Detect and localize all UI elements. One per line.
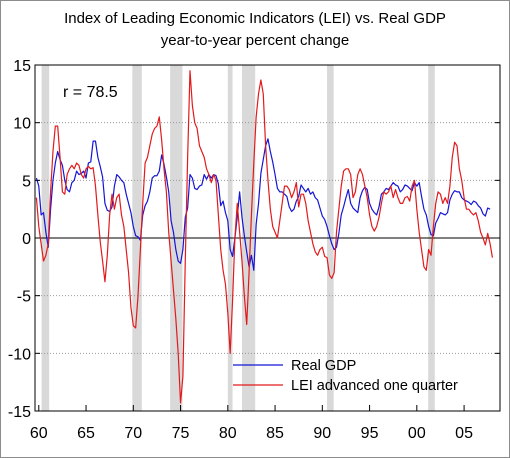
y-tick-label: 0 [22,231,31,248]
y-tick-label: 5 [22,173,31,190]
chart-subtitle: year-to-year percent change [161,32,349,49]
x-tick-label: 90 [313,425,331,442]
x-axis-labels: 60 65 70 75 80 85 90 95 00 05 [30,425,473,442]
x-tick-label: 80 [219,425,237,442]
x-tick-label: 70 [124,425,142,442]
y-tick-label: -5 [17,289,31,306]
series-line-1 [35,70,494,404]
y-tick-label: -10 [8,346,31,363]
legend: Real GDP LEI advanced one quarter [233,358,458,394]
y-tick-label: 10 [13,116,31,133]
x-tick-label: 00 [408,425,426,442]
x-tick-label: 95 [361,425,379,442]
x-tick-label: 60 [30,425,48,442]
chart-title: Index of Leading Economic Indicators (LE… [64,10,446,27]
x-tick-label: 65 [77,425,95,442]
correlation-annotation: r = 78.5 [63,84,118,101]
legend-label-lei: LEI advanced one quarter [291,378,458,394]
series-lines [35,70,494,404]
axis-ticks [35,64,500,412]
x-tick-label: 85 [266,425,284,442]
gridlines [35,122,500,354]
x-tick-label: 05 [455,425,473,442]
y-tick-label: -15 [8,404,31,421]
y-tick-label: 15 [13,58,31,75]
x-tick-label: 75 [172,425,190,442]
y-axis-labels: 15 10 5 0 -5 -10 -15 [8,58,31,421]
legend-label-real-gdp: Real GDP [291,358,356,374]
